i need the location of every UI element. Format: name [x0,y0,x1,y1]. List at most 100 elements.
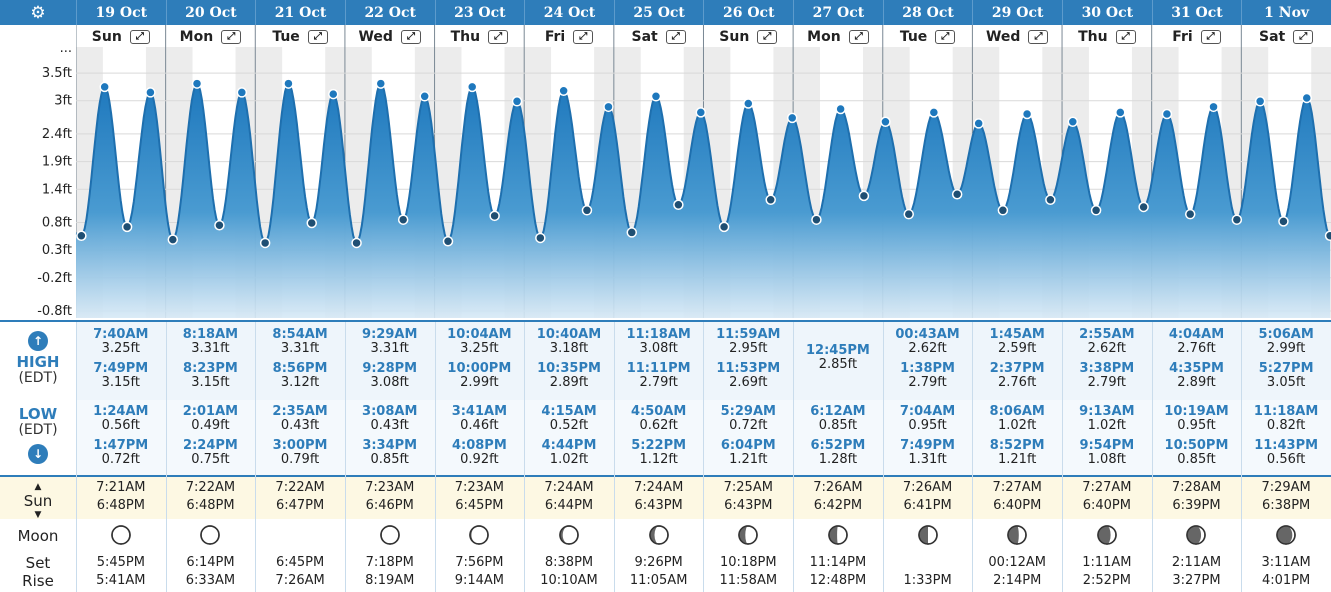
expand-icon[interactable]: ⤢ [848,30,869,44]
expand-icon[interactable]: ⤢ [935,30,956,44]
moonrise-time: 5:41AM [96,573,146,588]
high-tide-height: 2.69ft [729,375,768,390]
sunset-time: 6:46PM [365,498,414,513]
low-tide-time: 10:19AM [1164,404,1229,419]
high-tide-height: 3.08ft [370,375,409,390]
column-divider [1241,322,1243,592]
high-tide-point [283,78,294,89]
moon-cell [166,524,256,546]
expand-icon[interactable]: ⤢ [757,30,778,44]
expand-icon[interactable]: ⤢ [129,30,150,44]
low-tide-point [351,237,362,249]
column-divider [76,322,77,592]
high-tide-height: 3.12ft [280,375,320,390]
expand-icon[interactable]: ⤢ [665,30,686,44]
sunset-time: 6:45PM [455,498,504,513]
high-tide-point [786,112,798,124]
tide-cell: 7:04AM 0.95ft [883,405,973,433]
low-tide-time: 2:24PM [183,438,238,453]
high-tide-point [558,85,569,97]
tide-cell: 7:23AM 6:46PM [345,479,435,515]
expand-icon[interactable]: ⤢ [1293,30,1314,44]
moon-phase-icon [738,525,759,545]
moon-cell [972,524,1062,546]
moon-cell [1152,524,1242,546]
tide-cell: 2:11AM 3:27PM [1152,554,1242,590]
high-tide-time: 5:06AM [1258,327,1314,342]
sunrise-time: 7:23AM [365,480,415,495]
tide-cell: 2:55AM 2.62ft [1062,328,1152,356]
date-header-cell: 25 Oct [613,0,704,25]
expand-icon[interactable]: ⤢ [400,30,421,44]
low-tide-height: 0.62ft [639,418,678,433]
y-tick-label: -0.8ft [37,304,72,319]
tide-line [75,82,1331,245]
high-tide-time: 2:55AM [1079,327,1135,342]
moonset-time: 2:11AM [1171,555,1222,570]
expand-icon[interactable]: ⤢ [221,30,242,44]
sunset-time: 6:43PM [724,498,773,513]
weekday-label: Mon [179,29,214,45]
high-tide-point [743,98,754,109]
tide-cell: 11:14PM 12:48PM [793,554,883,590]
moon-phase-icon [200,525,221,545]
expand-icon[interactable]: ⤢ [573,30,594,44]
expand-icon[interactable]: ⤢ [307,30,328,44]
low-tide-point [1184,208,1196,220]
low-tide-point [1231,214,1243,225]
tide-cell: 10:50PM 0.85ft [1152,439,1242,467]
low-tide-height: 0.95ft [908,418,947,433]
date-header-cell: 20 Oct [165,0,256,25]
moon-cell [883,524,973,546]
high-tide-height: 2.62ft [908,341,947,356]
high-tide-time: 10:40AM [536,327,602,342]
tide-cell: 9:28PM 3.08ft [345,362,435,390]
moonrise-time: 3:27PM [1172,573,1221,588]
y-tick-label: 3ft [54,94,72,109]
expand-icon[interactable]: ⤢ [488,30,509,44]
gear-icon[interactable]: ⚙ [30,2,46,22]
tide-cell: 8:38PM 10:10AM [524,554,614,590]
expand-icon[interactable]: ⤢ [1115,30,1136,44]
tide-cell: 00:12AM 2:14PM [972,554,1062,590]
tide-cell: 8:18AM 3.31ft [166,328,256,356]
high-tide-height: 2.95ft [729,341,768,356]
low-tide-time: 3:00PM [272,438,328,453]
tide-cell: 11:18AM 3.08ft [614,328,704,356]
low-tide-height: 0.95ft [1177,418,1216,433]
weekday-row: Sun ⤢ Mon ⤢ Tue ⤢ Wed ⤢ Thu ⤢ Fri ⤢ Sat ⤢ Sun ⤢ Mon ⤢ Tue ⤢… [0,25,1331,47]
high-tide-point [466,81,478,93]
date-header: ⚙ 19 Oct 20 Oct 21 Oct 22 Oct 23 Oct 24 Oct 25… [0,0,1331,25]
low-tide-height: 1.21ft [998,452,1037,467]
low-tide-time: 3:08AM [362,404,418,419]
moonrise-time: 1:33PM [903,573,952,588]
high-tide-height: 3.31ft [280,341,320,356]
sunset-time: 6:48PM [186,498,235,513]
moon-phase-icon [379,525,400,545]
date-header-cell: 29 Oct [972,0,1062,25]
high-tide-point [928,107,940,118]
expand-icon[interactable]: ⤢ [1200,30,1221,44]
moon-phase-icon [648,525,669,545]
arrow-down-circle-icon: ↓ [28,444,48,464]
tide-cell: 7:27AM 6:40PM [1062,479,1152,515]
moonset-time: 00:12AM [988,555,1046,570]
tide-cell: 10:19AM 0.95ft [1152,405,1242,433]
tide-cell: 11:59AM 2.95ft [703,328,793,356]
date-header-cell: 23 Oct [434,0,525,25]
high-tide-height: 2.85ft [818,357,858,372]
tide-cell: 7:49PM 1.31ft [883,439,973,467]
weekday-label: Wed [985,29,1021,45]
column-divider [703,322,705,592]
expand-icon[interactable]: ⤢ [1028,30,1049,44]
sunset-time: 6:38PM [1262,498,1311,513]
high-tide-point [695,107,707,118]
high-tide-height: 2.59ft [998,341,1037,356]
low-tide-height: 0.43ft [280,418,320,433]
moonset-time: 5:45PM [96,555,145,570]
low-tide-time: 1:24AM [93,404,149,419]
low-tide-time: 11:18AM [1253,404,1319,419]
high-tide-point [1067,116,1079,128]
column-divider [1062,322,1064,592]
sunset-time: 6:40PM [1082,498,1131,513]
